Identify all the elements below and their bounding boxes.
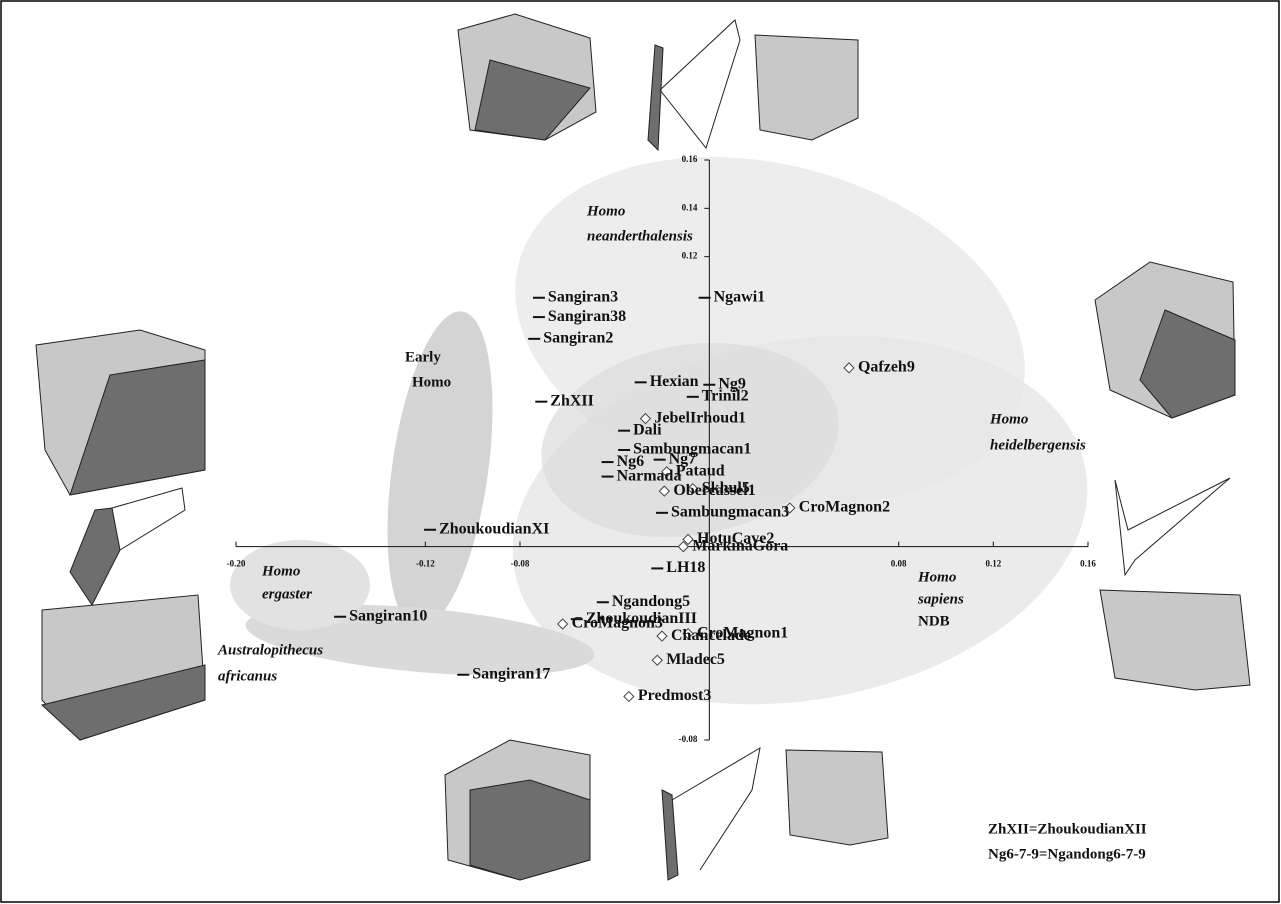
point-label: Hexian [650, 373, 699, 390]
group-label: Early [405, 349, 441, 365]
group-label: Homo [412, 374, 451, 390]
x-tick-label: 0.12 [985, 559, 1001, 569]
shape [1114, 477, 1231, 577]
group-label: Homo [989, 411, 1028, 427]
point-label: Ngandong5 [612, 593, 690, 610]
point-label: HotuCave2 [697, 530, 774, 547]
x-tick-label: 0.08 [891, 559, 907, 569]
group-label: africanus [218, 668, 277, 684]
x-tick-label: -0.20 [227, 559, 246, 569]
group-label: neanderthalensis [587, 228, 693, 244]
point-label: Sangiran2 [543, 330, 613, 347]
point-label: Obercassel1 [673, 482, 755, 499]
point [658, 485, 671, 497]
point [661, 466, 673, 478]
point [556, 618, 569, 630]
point [843, 362, 855, 374]
point-label: Ng6 [617, 453, 645, 470]
point-label: Trinil2 [702, 388, 749, 405]
point-label: Mladec5 [666, 651, 725, 668]
point-label: Ng7 [669, 450, 697, 467]
point [639, 412, 652, 425]
group-label: heidelbergensis [990, 437, 1086, 453]
point [677, 541, 689, 553]
shape-diagrams [35, 13, 1251, 881]
point-label: Qafzeh9 [858, 359, 915, 376]
point [682, 533, 694, 546]
point-label: Sangiran17 [472, 665, 550, 682]
shape [671, 747, 761, 871]
shape [647, 44, 664, 152]
shape [69, 507, 121, 606]
group-label: sapiens [917, 591, 964, 607]
point-label: Sangiran38 [548, 308, 626, 325]
point [687, 483, 699, 495]
point-label: JebelIrhoud1 [654, 409, 746, 426]
point-label: Skhul5 [702, 479, 750, 496]
point-label: Chancelade [671, 627, 751, 644]
point [682, 628, 694, 640]
x-tick-label: -0.12 [416, 559, 435, 569]
point-label: Sangiran3 [548, 288, 618, 305]
group-label: NDB [918, 613, 950, 629]
shape [659, 19, 741, 150]
shape [469, 779, 591, 881]
point-label: ZhoukoudianIII [586, 610, 697, 627]
point-label: LH18 [666, 559, 705, 576]
point-label: Sambungmacan1 [633, 441, 751, 458]
group-label: Homo [917, 569, 956, 585]
shape [1139, 309, 1236, 419]
footnote: ZhXII=ZhoukoudianXII [988, 821, 1147, 837]
point-label: Dali [633, 421, 662, 438]
point-label: MarkinaGora [692, 537, 788, 554]
point [784, 502, 796, 514]
point-label: Sambungmacan3 [671, 504, 789, 521]
point-label: ZhoukoudianXI [439, 520, 549, 537]
group-label: ergaster [262, 586, 312, 602]
point [623, 690, 635, 703]
x-tick-label: 0.16 [1080, 559, 1096, 569]
heidelbergensis-region [541, 342, 839, 538]
footnote: Ng6-7-9=Ngandong6-7-9 [988, 846, 1146, 862]
shape [474, 59, 591, 141]
y-tick-label: 0.12 [682, 251, 698, 261]
point-label: ZhXII [550, 392, 594, 409]
point-label: Ng9 [718, 375, 746, 392]
point [651, 654, 663, 666]
point-label: Narmada [617, 467, 682, 484]
point-label: CroMagnon3 [572, 615, 663, 632]
point-label: Sangiran10 [349, 607, 427, 624]
point-label: Pataud [676, 462, 725, 479]
shape [661, 789, 679, 881]
early-homo-region [387, 311, 493, 629]
y-tick-label: -0.08 [679, 734, 698, 744]
shape [40, 664, 206, 741]
footnotes: ZhXII=ZhoukoudianXII Ng6-7-9=Ngandong6-7… [988, 821, 1147, 862]
group-label: Australopithecus [217, 642, 323, 658]
point-label: CroMagnon1 [697, 624, 788, 641]
ergaster-region [230, 540, 370, 630]
shape [754, 34, 859, 141]
shape [111, 487, 186, 551]
x-tick-label: -0.08 [511, 559, 530, 569]
y-tick-label: 0.14 [682, 202, 698, 212]
group-label: Homo [586, 203, 625, 219]
point [656, 630, 668, 642]
y-tick-label: 0.16 [682, 154, 698, 164]
shape [785, 749, 889, 846]
point-label: Predmost3 [638, 687, 711, 704]
point-label: CroMagnon2 [799, 499, 890, 516]
shape [1099, 589, 1251, 691]
shape [69, 359, 206, 496]
point-label: Ngawi1 [714, 288, 766, 305]
group-label: Homo [261, 563, 300, 579]
